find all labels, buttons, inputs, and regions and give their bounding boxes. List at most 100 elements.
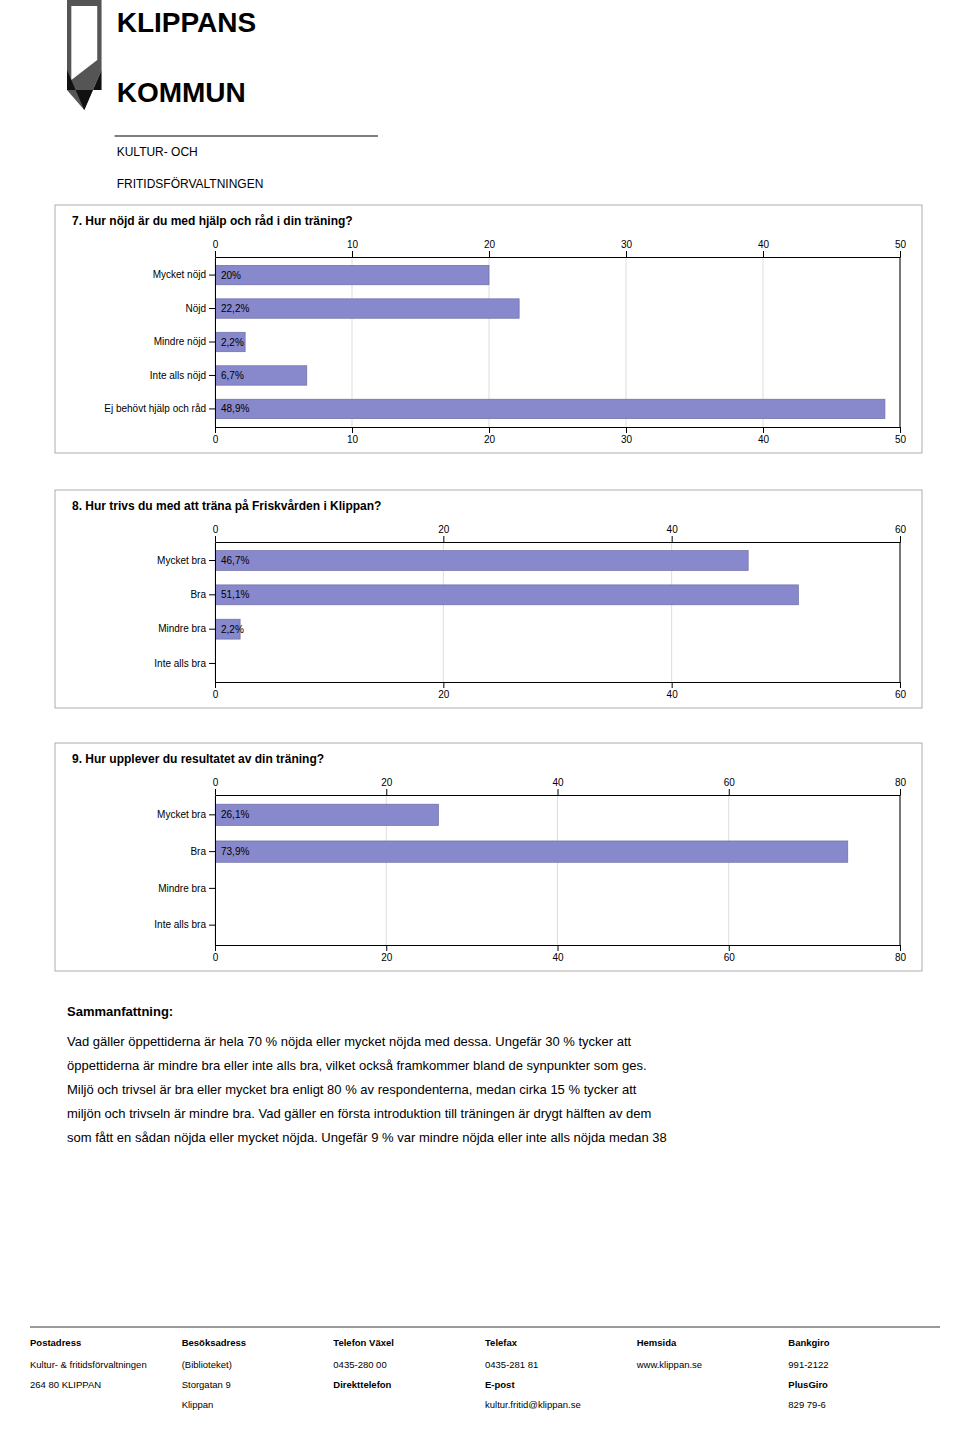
tick-label: 60 <box>895 689 907 700</box>
tick: 10 <box>347 427 359 445</box>
chart-box <box>55 205 922 453</box>
tick-mark <box>386 789 387 795</box>
footer: PostadressKultur- & fritidsförvaltningen… <box>30 1327 940 1410</box>
tick: 20 <box>438 682 450 700</box>
data-labels: 26,1%73,9% <box>221 809 249 857</box>
tick: 40 <box>758 239 770 257</box>
tick: Mycket bra <box>157 555 215 566</box>
tick-label: 20 <box>484 434 496 445</box>
x-axis: 020406080 <box>213 945 907 963</box>
axis-line <box>215 258 216 428</box>
tick: 0 <box>213 427 219 445</box>
footer-item: 991-2122 <box>788 1359 828 1370</box>
axis-line <box>215 796 216 946</box>
tick: Inte alls bra <box>154 658 215 669</box>
tick-mark <box>763 427 764 433</box>
tick: Mycket nöjd <box>153 269 215 280</box>
tick: 0 <box>213 945 219 963</box>
bar <box>215 399 885 418</box>
bar <box>215 804 438 825</box>
grid <box>215 795 900 945</box>
tick: Mycket bra <box>157 809 215 820</box>
tick-label: 40 <box>758 434 770 445</box>
tick-mark <box>209 375 215 376</box>
footer-header: Bankgiro <box>788 1337 829 1348</box>
tick-label: Mindre nöjd <box>154 336 206 347</box>
tick-mark <box>443 536 444 542</box>
tick-label: Mindre bra <box>158 883 206 894</box>
summary-line: som fått en sådan nöjda eller mycket nöj… <box>67 1130 667 1145</box>
tick-mark <box>209 814 215 815</box>
tick: 20 <box>381 945 393 963</box>
axis-line <box>215 543 216 683</box>
tick-label: 60 <box>724 952 736 963</box>
bar <box>215 841 848 862</box>
data-label: 20% <box>221 270 241 281</box>
tick: 50 <box>895 239 907 257</box>
tick: 50 <box>895 427 907 445</box>
chart-box <box>55 490 922 708</box>
footer-item: 264 80 KLIPPAN <box>30 1379 101 1390</box>
grid <box>215 542 900 682</box>
tick: Ej behövt hjälp och råd <box>104 403 215 414</box>
tick-mark <box>900 789 901 795</box>
chart: 9. Hur upplever du resultatet av din trä… <box>55 743 922 971</box>
tick: Inte alls bra <box>154 919 215 930</box>
grid-line <box>215 542 216 682</box>
y-axis: Mycket nöjdNöjdMindre nöjdInte alls nöjd… <box>104 258 215 428</box>
footer-item: 829 79-6 <box>788 1399 826 1410</box>
bar <box>215 585 798 605</box>
tick-label: 10 <box>347 434 359 445</box>
tick-label: 40 <box>667 689 679 700</box>
logo <box>67 0 102 110</box>
chart-box <box>55 743 922 971</box>
tick-mark <box>209 851 215 852</box>
tick-mark <box>900 945 901 951</box>
data-label: 2,2% <box>221 337 244 348</box>
tick: Nöjd <box>185 303 215 314</box>
tick: 30 <box>621 427 633 445</box>
tick-mark <box>626 427 627 433</box>
footer-item: Klippan <box>182 1399 214 1410</box>
tick-mark <box>209 594 215 595</box>
data-labels: 46,7%51,1%2,2% <box>221 555 249 635</box>
tick-label: Bra <box>190 846 206 857</box>
plot-frame <box>900 542 901 682</box>
grid-line <box>557 795 558 945</box>
footer-item: E-post <box>485 1379 515 1390</box>
summary-heading: Sammanfattning: <box>67 1004 173 1019</box>
tick: 20 <box>381 777 393 795</box>
tick-mark <box>900 427 901 433</box>
chart-title: 7. Hur nöjd är du med hjälp och råd i di… <box>72 214 353 228</box>
logo-subtext: FRITIDSFÖRVALTNINGEN <box>117 177 264 191</box>
summary-line: Vad gäller öppettiderna är hela 70 % nöj… <box>67 1034 632 1049</box>
tick: Mindre nöjd <box>154 336 215 347</box>
tick-label: 80 <box>895 777 907 788</box>
tick: 60 <box>895 524 907 542</box>
data-label: 48,9% <box>221 403 249 414</box>
tick-mark <box>729 789 730 795</box>
footer-item: kultur.fritid@klippan.se <box>485 1399 581 1410</box>
tick-label: 0 <box>213 434 219 445</box>
grid <box>215 257 900 427</box>
axis-line <box>216 542 901 543</box>
tick-mark <box>900 682 901 688</box>
tick: 0 <box>213 777 219 795</box>
tick-mark <box>489 427 490 433</box>
tick-label: Mycket bra <box>157 555 206 566</box>
tick-label: 20 <box>438 524 450 535</box>
footer-item: Direkttelefon <box>333 1379 391 1390</box>
tick-mark <box>386 945 387 951</box>
tick: Bra <box>190 589 215 600</box>
summary-line: Miljö och trivsel är bra eller mycket br… <box>67 1082 637 1097</box>
y-axis: Mycket braBraMindre braInte alls bra <box>154 543 215 683</box>
tick: 60 <box>724 777 736 795</box>
tick-mark <box>763 251 764 257</box>
tick-mark <box>729 945 730 951</box>
tick-label: Ej behövt hjälp och råd <box>104 403 206 414</box>
footer-rule <box>30 1327 940 1328</box>
tick-label: 20 <box>484 239 496 250</box>
logo-shape <box>67 70 102 110</box>
header-rule <box>115 135 379 136</box>
tick-label: 40 <box>552 777 564 788</box>
